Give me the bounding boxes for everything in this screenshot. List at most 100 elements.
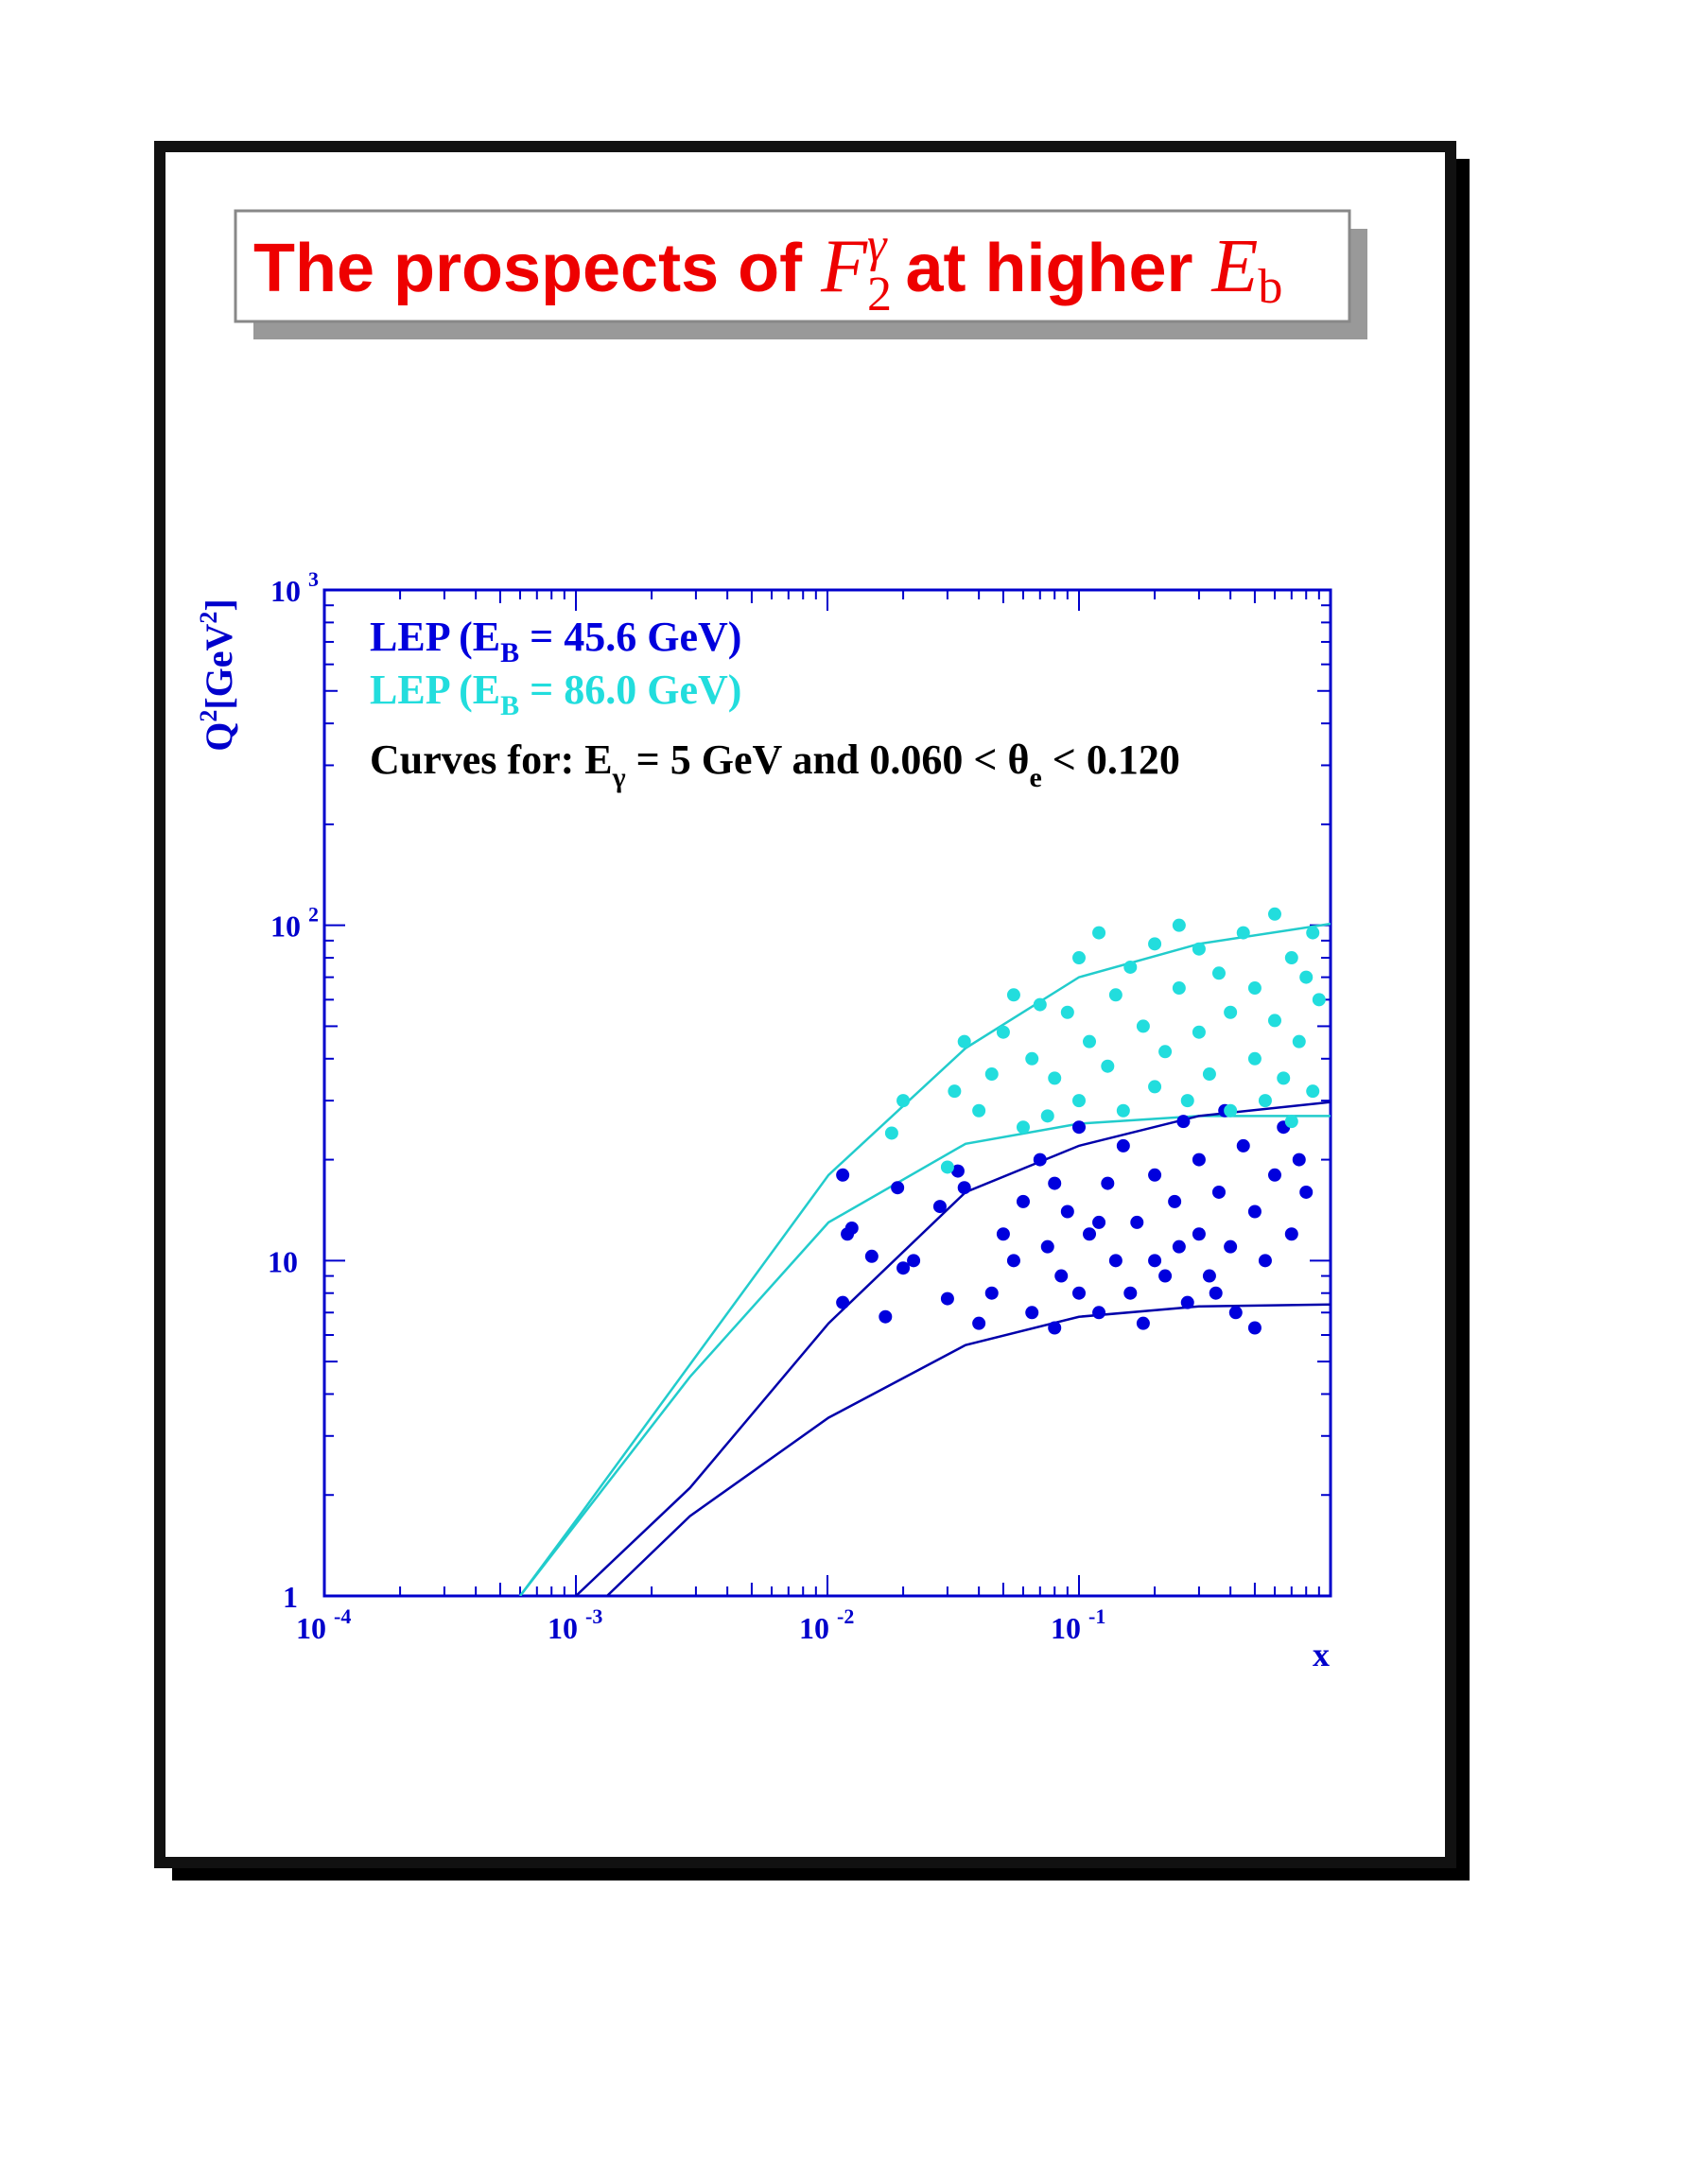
tick-sup: -2 bbox=[837, 1604, 854, 1628]
data-point bbox=[972, 1316, 986, 1330]
data-point bbox=[940, 1160, 954, 1174]
data-point bbox=[1192, 1025, 1206, 1039]
data-point bbox=[1202, 1067, 1216, 1082]
annotation-sub: γ bbox=[612, 762, 626, 793]
data-point bbox=[1258, 1094, 1272, 1108]
y-label-text: Q bbox=[198, 722, 240, 752]
data-point bbox=[1224, 1103, 1238, 1118]
legend-sub: B bbox=[500, 637, 519, 668]
title-text: The prospects of bbox=[253, 231, 821, 306]
data-point bbox=[984, 1286, 999, 1300]
data-point bbox=[1054, 1269, 1069, 1283]
data-point bbox=[1123, 960, 1138, 974]
legend-text: = 86.0 GeV) bbox=[519, 667, 741, 713]
chart-title: The prospects of F2γ at higher Eb bbox=[253, 218, 1282, 321]
data-point bbox=[1072, 1094, 1086, 1108]
data-point bbox=[1148, 1168, 1162, 1182]
data-point bbox=[1172, 1239, 1186, 1254]
data-point bbox=[932, 1200, 947, 1214]
y-label-sup: 2 bbox=[195, 612, 222, 624]
data-point bbox=[1048, 1071, 1062, 1085]
data-point bbox=[1116, 1138, 1130, 1153]
data-point bbox=[1247, 1321, 1262, 1335]
data-point bbox=[1267, 1168, 1281, 1182]
data-point bbox=[1072, 1286, 1086, 1300]
curve bbox=[518, 922, 1331, 1596]
y-tick-label: 1 bbox=[283, 1580, 298, 1614]
plot-frame bbox=[322, 588, 1332, 1598]
data-point bbox=[1236, 1138, 1250, 1153]
tick-sup: -3 bbox=[585, 1604, 602, 1628]
data-point bbox=[891, 1181, 905, 1195]
data-point bbox=[844, 1221, 859, 1235]
x-axis-label: x bbox=[1313, 1636, 1330, 1673]
y-tick-label: 10 2 bbox=[270, 903, 319, 944]
annotation-text: = 5 GeV and 0.060 < θ bbox=[626, 737, 1030, 783]
data-point bbox=[1192, 1153, 1206, 1167]
data-point bbox=[1192, 942, 1206, 956]
data-point bbox=[1192, 1227, 1206, 1241]
data-point bbox=[1130, 1215, 1144, 1229]
data-point bbox=[884, 1126, 898, 1140]
title-math: F bbox=[820, 225, 868, 308]
data-point bbox=[1172, 981, 1186, 996]
title-text: at higher bbox=[886, 231, 1211, 306]
data-point bbox=[896, 1261, 911, 1275]
title-box bbox=[234, 209, 1351, 323]
data-point bbox=[1006, 1254, 1020, 1268]
data-point bbox=[907, 1254, 921, 1268]
data-point bbox=[1060, 1205, 1074, 1219]
data-point bbox=[1277, 1071, 1291, 1085]
data-point bbox=[996, 1025, 1010, 1039]
data-point bbox=[1101, 1176, 1115, 1190]
tick-base: 10 bbox=[1051, 1611, 1081, 1645]
data-point bbox=[1180, 1094, 1194, 1108]
data-point bbox=[1108, 988, 1122, 1002]
tick-base: 10 bbox=[296, 1611, 326, 1645]
annotation-text: < 0.120 bbox=[1042, 737, 1180, 783]
data-point bbox=[950, 1164, 965, 1178]
data-point bbox=[1292, 1153, 1306, 1167]
y-tick-label: 10 3 bbox=[270, 567, 319, 608]
data-point bbox=[1284, 951, 1298, 965]
data-point bbox=[1236, 926, 1250, 940]
data-point bbox=[1267, 1014, 1281, 1028]
data-point bbox=[1048, 1321, 1062, 1335]
data-point bbox=[1033, 1153, 1047, 1167]
data-point bbox=[1211, 1185, 1226, 1199]
tick-sup: 3 bbox=[308, 567, 319, 591]
data-point bbox=[1092, 1215, 1106, 1229]
data-point bbox=[1306, 1084, 1320, 1099]
data-point bbox=[1158, 1269, 1173, 1283]
data-point bbox=[957, 1181, 971, 1195]
data-point bbox=[1148, 1080, 1162, 1094]
data-point bbox=[1006, 988, 1020, 1002]
frame bbox=[154, 141, 1456, 1868]
legend-text: LEP (E bbox=[370, 614, 500, 660]
data-point bbox=[1258, 1254, 1272, 1268]
data-point bbox=[1228, 1306, 1243, 1320]
data-point bbox=[1148, 937, 1162, 951]
data-point bbox=[1072, 951, 1086, 965]
data-point bbox=[836, 1295, 850, 1309]
data-point bbox=[879, 1309, 893, 1324]
data-point bbox=[984, 1067, 999, 1082]
tick-base: 10 bbox=[270, 574, 301, 608]
data-point bbox=[1016, 1120, 1030, 1135]
data-point bbox=[1247, 981, 1262, 996]
data-point bbox=[896, 1094, 911, 1108]
data-point bbox=[1040, 1239, 1054, 1254]
tick-base: 10 bbox=[548, 1611, 578, 1645]
legend-entry: LEP (EB = 86.0 GeV) bbox=[370, 667, 741, 721]
x-tick-label: 10 -2 bbox=[799, 1604, 854, 1645]
data-point bbox=[1083, 1227, 1097, 1241]
data-point bbox=[1306, 926, 1320, 940]
data-point bbox=[1292, 1034, 1306, 1049]
annotation: Curves for: Eγ = 5 GeV and 0.060 < θe < … bbox=[370, 737, 1180, 793]
y-label-sup: 2 bbox=[195, 710, 222, 722]
data-point bbox=[957, 1034, 971, 1049]
data-point bbox=[1224, 1005, 1238, 1019]
data-point bbox=[1312, 993, 1326, 1007]
data-point bbox=[1136, 1019, 1150, 1033]
